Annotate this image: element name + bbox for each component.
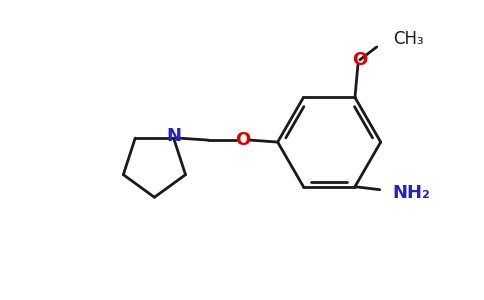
Text: O: O <box>235 131 251 149</box>
Text: O: O <box>352 51 367 69</box>
Text: NH₂: NH₂ <box>393 184 430 202</box>
Text: CH₃: CH₃ <box>393 30 424 48</box>
Text: N: N <box>166 127 181 145</box>
